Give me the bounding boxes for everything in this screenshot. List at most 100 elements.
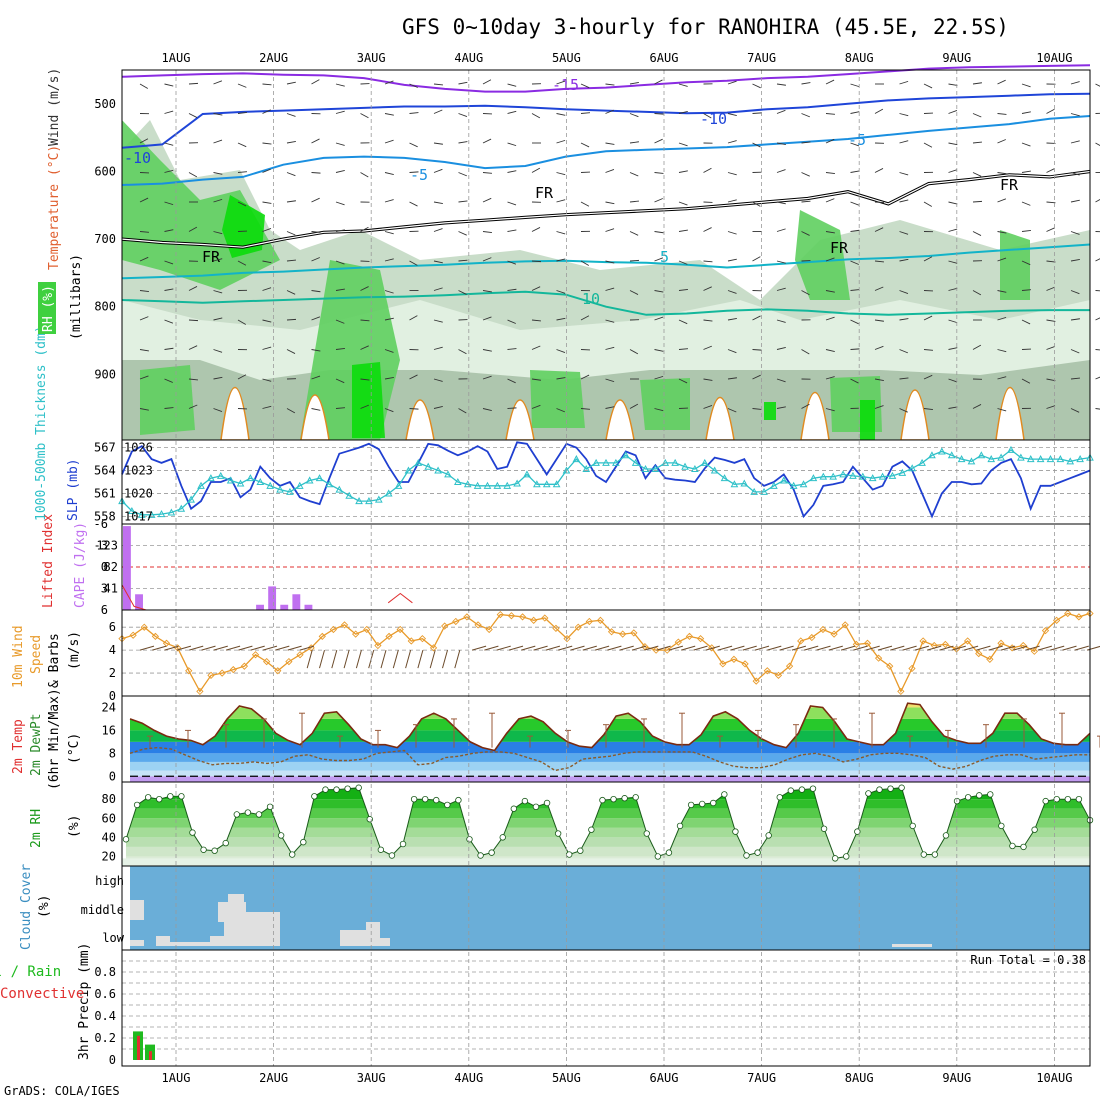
upper-wind-barb xyxy=(997,376,1007,380)
cape-bar xyxy=(123,526,131,610)
upper-wind-barb xyxy=(482,257,492,262)
wind-barb xyxy=(213,645,228,651)
upper-wind-barb xyxy=(286,113,296,117)
upper-wind-barb xyxy=(1046,201,1056,204)
top-date-label: 4AUG xyxy=(454,51,483,65)
upper-wind-barb xyxy=(923,349,934,351)
thickness-marker xyxy=(503,481,512,489)
upper-wind-barb xyxy=(482,79,492,85)
upper-wind-barb xyxy=(262,378,272,382)
slp-tick-label: 1020 xyxy=(124,486,153,500)
upper-wind-barb xyxy=(850,170,860,173)
upper-wind-barb xyxy=(556,139,566,144)
upper-wind-barb xyxy=(752,112,762,114)
thickness-marker xyxy=(878,472,887,480)
slp-axis-label: SLP (mb) xyxy=(66,458,81,521)
wind-barb xyxy=(963,645,979,651)
upper-wind-barb xyxy=(948,142,958,146)
rh-tick-label: 20 xyxy=(102,849,116,863)
upper-wind-barb xyxy=(237,374,247,380)
thickness-marker xyxy=(681,462,689,470)
wind-speed-marker xyxy=(162,639,171,647)
rh-marker xyxy=(1075,795,1083,803)
wind-barb xyxy=(607,645,622,651)
upper-wind-barb xyxy=(605,109,615,114)
thickness-tick-label: 558 xyxy=(94,509,116,523)
upper-wind-barb xyxy=(139,316,149,321)
upper-wind-barb xyxy=(727,317,737,321)
upper-wind-barb xyxy=(1021,142,1031,147)
thickness-marker xyxy=(394,481,403,489)
cape-bar xyxy=(280,604,289,610)
upper-wind-barb xyxy=(213,408,223,413)
wind-speed-marker xyxy=(507,612,516,620)
upper-wind-barb xyxy=(1070,113,1080,117)
thickness-marker xyxy=(631,458,640,466)
upper-wind-barb xyxy=(1095,258,1100,262)
upper-wind-barb xyxy=(850,111,860,114)
upper-wind-barb xyxy=(139,197,149,203)
thickness-marker xyxy=(256,477,265,485)
upper-wind-barb xyxy=(286,259,296,262)
upper-wind-barb xyxy=(335,407,346,409)
rh-marker xyxy=(710,799,717,807)
wind-barb xyxy=(471,645,487,651)
thickness-marker xyxy=(868,474,877,482)
rh-marker xyxy=(156,795,163,803)
upper-wind-barb xyxy=(531,345,541,350)
wind-tick-label: 0 xyxy=(109,689,116,703)
upper-wind-barb xyxy=(286,200,296,203)
thickness-marker xyxy=(700,458,709,466)
upper-wind-barb xyxy=(629,290,639,295)
upper-wind-barb xyxy=(727,199,737,203)
boundary-layer-0 xyxy=(220,387,250,441)
slp-tick-label: 1023 xyxy=(124,464,153,478)
bottom-date-label: 2AUG xyxy=(259,1071,288,1085)
wind-speed-marker xyxy=(263,657,271,666)
cape-bar xyxy=(292,594,301,610)
rh-marker xyxy=(477,852,484,859)
upper-wind-barb xyxy=(629,403,639,409)
upper-wind-barb xyxy=(213,231,223,235)
cloud-patch xyxy=(228,894,244,902)
upper-wind-barb xyxy=(923,256,933,262)
thickness-marker xyxy=(305,476,314,484)
upper-wind-barb xyxy=(409,408,419,410)
temp-axis-label-a: 2m Temp xyxy=(11,719,26,774)
wind-barb xyxy=(717,645,733,651)
boundary-layer-1 xyxy=(300,394,330,441)
wind-barb xyxy=(619,645,634,651)
upper-wind-barb xyxy=(776,406,786,409)
upper-wind-barb xyxy=(605,201,615,205)
thickness-marker xyxy=(602,458,610,466)
cape-tick-label: 41 xyxy=(104,582,118,596)
upper-wind-barb xyxy=(164,288,174,291)
rh-marker xyxy=(687,801,695,809)
thickness-marker xyxy=(789,481,798,489)
upper-wind-barb xyxy=(850,319,859,325)
rh-tick-label: 60 xyxy=(102,811,116,825)
upper-wind-barb xyxy=(948,201,958,205)
upper-wind-barb xyxy=(752,408,762,410)
temp-band xyxy=(130,753,1090,762)
upper-wind-barb xyxy=(164,407,174,409)
upper-wind-barb xyxy=(629,259,640,262)
wind-speed-marker xyxy=(585,617,593,626)
upper-wind-barb xyxy=(139,83,149,89)
upper-wind-barb xyxy=(948,287,958,291)
upper-wind-barb xyxy=(164,347,174,350)
upper-wind-barb xyxy=(1021,319,1031,325)
chart-title: GFS 0~10day 3-hourly for RANOHIRA (45.5E… xyxy=(402,15,1009,39)
upper-wind-barb xyxy=(164,110,174,114)
rh-marker xyxy=(466,836,473,843)
contour-label-0: -15 xyxy=(552,76,579,94)
wind-speed-marker xyxy=(407,637,415,645)
thickness-marker xyxy=(997,453,1005,461)
wind-barb xyxy=(988,645,1003,651)
rh-marker xyxy=(610,795,617,803)
top-date-label: 2AUG xyxy=(259,51,288,65)
upper-wind-barb xyxy=(972,172,982,177)
upper-wind-barb xyxy=(923,374,933,380)
upper-wind-barb xyxy=(433,406,443,409)
upper-wind-barb xyxy=(654,198,663,203)
